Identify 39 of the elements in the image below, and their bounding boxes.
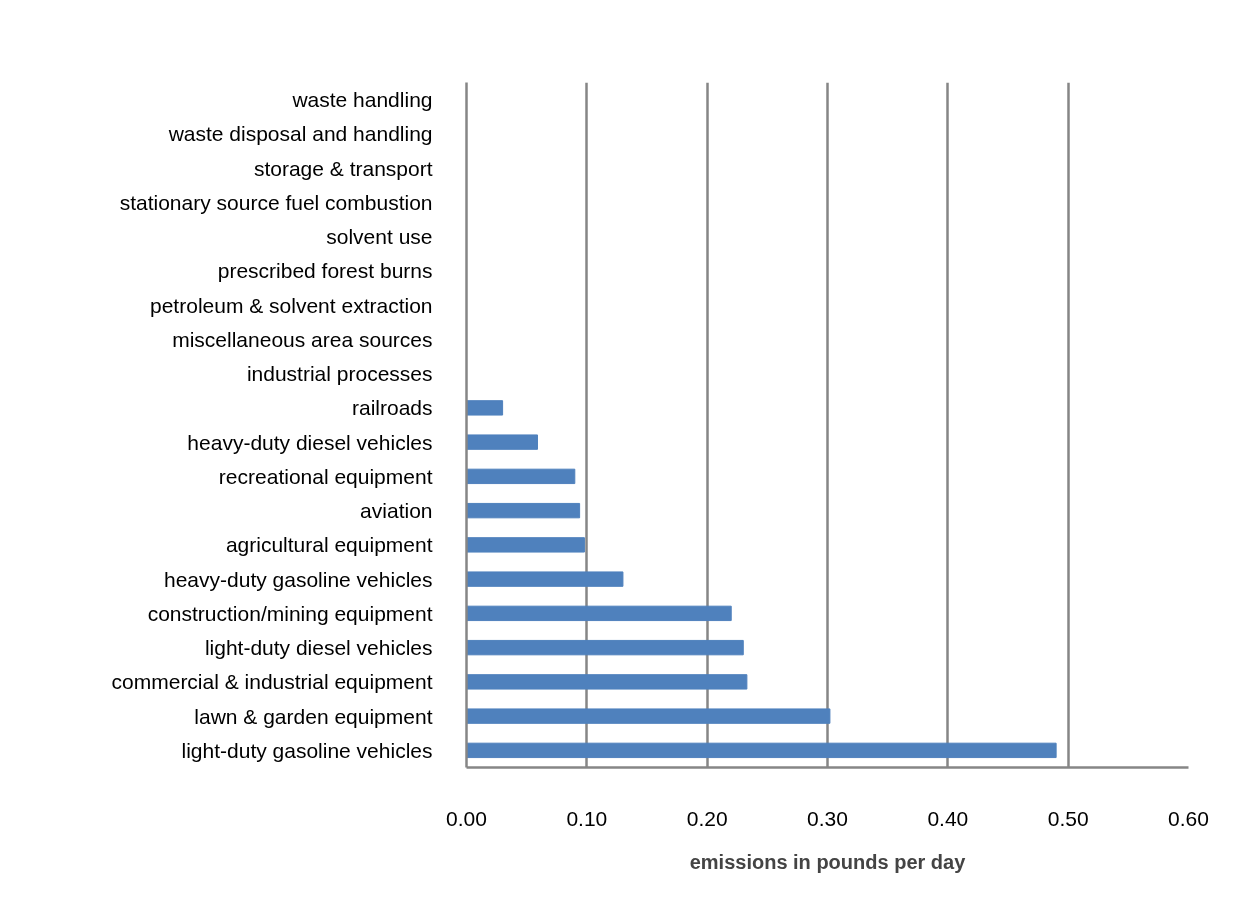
bar	[466, 434, 538, 450]
bar	[466, 639, 744, 656]
y-tick-label: miscellaneous area sources	[172, 327, 433, 351]
y-tick-label: light-duty gasoline vehicles	[181, 738, 433, 762]
y-tick-label: lawn & garden equipment	[194, 704, 433, 728]
x-tick-label: 0.40	[927, 806, 969, 830]
bar	[466, 708, 831, 724]
bar	[466, 468, 576, 485]
bar	[466, 502, 581, 519]
y-tick-label: construction/mining equipment	[147, 601, 433, 625]
y-tick-label: recreational equipment	[218, 464, 433, 488]
x-tick-label: 0.20	[686, 806, 728, 830]
y-tick-label: agricultural equipment	[225, 533, 433, 557]
x-tick-label: 0.30	[807, 806, 848, 830]
x-tick-label: 0.60	[1168, 806, 1209, 830]
y-tick-label: stationary source fuel combustion	[119, 190, 433, 214]
y-tick-label: industrial processes	[246, 362, 433, 386]
y-tick-label: petroleum & solvent extraction	[150, 293, 433, 317]
bar	[466, 537, 585, 553]
y-tick-label: heavy-duty diesel vehicles	[187, 430, 433, 454]
y-tick-label: commercial & industrial equipment	[111, 670, 433, 694]
y-tick-label: aviation	[360, 499, 433, 523]
y-tick-label: heavy-duty gasoline vehicles	[164, 567, 433, 591]
y-tick-label: waste handling	[291, 88, 433, 112]
bar	[466, 605, 732, 622]
x-axis-title: emissions in pounds per day	[689, 850, 967, 873]
bar	[466, 400, 504, 416]
x-tick-label: 0.10	[566, 806, 608, 830]
bar	[466, 742, 1057, 759]
y-tick-label: solvent use	[326, 225, 433, 249]
y-tick-label: railroads	[351, 396, 433, 420]
y-tick-label: storage & transport	[253, 156, 433, 180]
bar	[466, 571, 624, 587]
x-tick-label: 0.00	[446, 806, 487, 830]
x-tick-label: 0.50	[1047, 806, 1089, 830]
y-tick-label: prescribed forest burns	[217, 259, 433, 283]
bar	[466, 674, 748, 690]
y-tick-label: light-duty diesel vehicles	[204, 636, 433, 660]
y-tick-label: waste disposal and handling	[167, 122, 433, 146]
